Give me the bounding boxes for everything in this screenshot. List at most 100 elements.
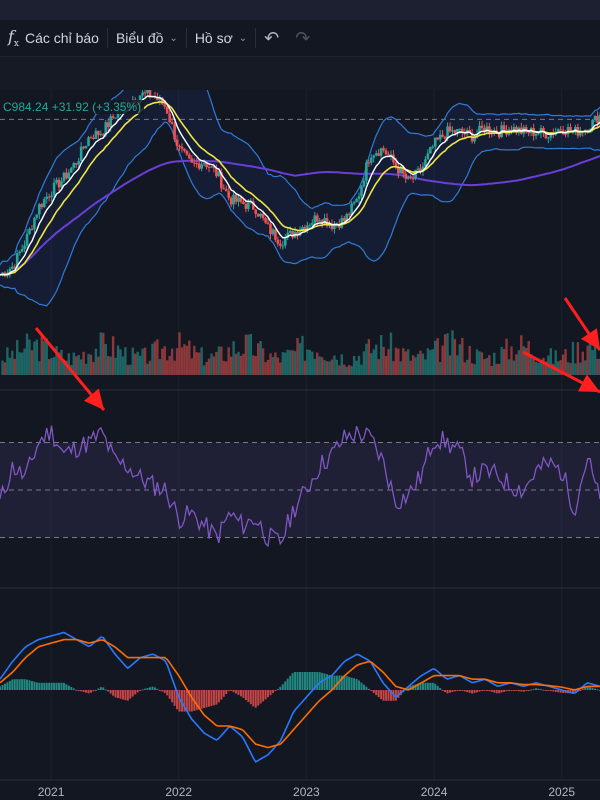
candle-body [217,172,221,177]
volume-bar [274,352,277,375]
volume-bar [111,336,115,375]
candle-body [138,95,142,102]
volume-bar [109,356,112,375]
macd-histogram-bar [156,688,159,690]
macd-histogram-bar [3,683,6,690]
time-axis: 2021 2022 2023 2024 2025 [0,90,600,799]
volume-bar [195,352,198,375]
candle-body [527,130,530,134]
macd-histogram-bar [532,688,535,690]
redo-button[interactable]: ↷ [287,20,318,56]
macd-histogram-bar [451,690,454,693]
volume-bar [269,353,272,375]
candle-body [23,245,26,249]
signal-line [0,638,600,749]
macd-histogram-bar [296,672,299,690]
volume-bar [217,346,221,375]
volume-bar [404,351,407,375]
macd-histogram-bar [498,690,501,694]
rsi-panel [0,425,600,548]
volume-bar [409,360,412,375]
chart-menu-button[interactable]: Biểu đồ ⌄ [108,20,186,56]
candle-body [596,115,599,124]
volume-bar [399,361,403,375]
profile-menu-button[interactable]: Hồ sơ ⌄ [187,20,255,56]
long-moving-average-line [0,154,600,276]
volume-bar [202,365,206,375]
macd-histogram-bar [227,690,230,692]
candle-body [352,202,356,204]
volume-bar [207,358,211,375]
volume-bar [170,348,174,375]
volume-bar [357,355,361,375]
volume-bar [502,349,506,375]
candle-body [28,228,31,234]
candle-body [544,132,548,139]
macd-histogram-bar [215,690,218,705]
volume-bar [475,349,479,375]
chart-canvas[interactable]: 2021 2022 2023 2024 2025 [0,90,600,800]
profile-menu-label: Hồ sơ [194,30,233,46]
volume-bar [500,346,503,375]
macd-histogram-bar [62,682,65,690]
candle-body [426,153,430,160]
macd-histogram-bar [269,690,272,696]
volume-bar [72,352,75,375]
toolbar-divider [185,28,187,48]
volume-bar [443,334,447,375]
macd-histogram-bar [495,690,498,694]
red-arrow-head [581,328,600,350]
candle-body [116,110,120,118]
candle-body [542,127,545,133]
indicators-label: Các chỉ báo [25,30,99,46]
macd-histogram-bar [318,672,321,690]
candle-body [310,222,314,226]
macd-histogram-bar [535,688,538,690]
volume-bar [384,355,388,375]
candle-body [384,150,388,155]
volume-bar [244,334,248,375]
undo-button[interactable]: ↶ [256,20,287,56]
indicators-button[interactable]: fx Các chỉ báo [0,20,107,56]
volume-bar [441,345,444,375]
candle-body [387,154,390,156]
candle-body [156,97,159,101]
volume-bar [512,360,516,375]
volume-bar [38,361,41,375]
macd-histogram-bar [235,690,238,694]
volume-bar [333,355,336,375]
volume-bar [522,346,525,375]
macd-histogram-bar [139,690,142,691]
macd-histogram-bar [114,690,117,698]
volume-bar [505,338,508,375]
candle-body [564,133,567,135]
macd-histogram-bar [252,690,255,707]
candle-body [497,133,501,138]
candle-body [281,245,285,247]
volume-bar [478,351,481,375]
candle-body [109,116,112,128]
volume-bar [119,349,122,375]
macd-histogram-bar [586,686,589,690]
volume-bar [564,349,567,375]
candle-body [106,122,110,128]
volume-bar [421,353,425,375]
volume-bar [8,357,12,375]
volume-bar [222,360,225,375]
macd-histogram-bar [153,687,156,690]
macd-line [0,631,600,763]
x-tick-label: 2025 [548,785,575,799]
macd-histogram-bar [16,679,19,690]
candle-body [478,125,481,134]
macd-histogram-bar [107,690,110,692]
macd-histogram-bar [141,689,144,691]
candle-body [33,217,36,230]
macd-histogram-bar [480,690,483,691]
volume-bar [264,362,267,375]
volume-bar [50,358,53,375]
candle-body [303,227,307,231]
volume-bar [325,361,329,375]
volume-bar [193,345,196,375]
macd-histogram-bar [468,690,471,693]
macd-histogram-bar [249,690,252,705]
